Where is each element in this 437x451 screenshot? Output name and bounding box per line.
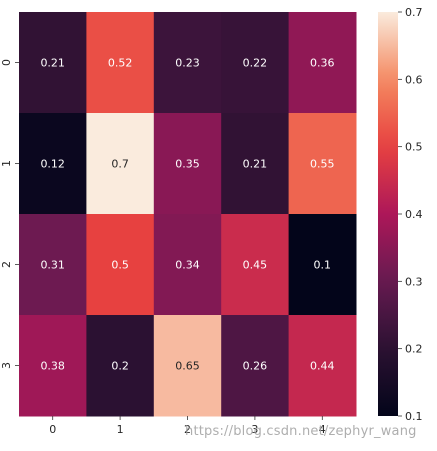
heatmap-cell (19, 315, 87, 417)
heatmap-cell (221, 113, 290, 215)
colorbar-tick-label: 0.6 (405, 73, 423, 86)
heatmap-cell (221, 315, 290, 417)
heatmap-cell (153, 113, 222, 215)
cell-value-labels: 0.21 0.52 0.23 0.22 0.36 0.12 0.7 0.35 0.21 0.55 0… (40, 57, 334, 373)
cell-value-label: 0.55 (310, 158, 335, 171)
x-tick-label: 0 (49, 423, 56, 436)
x-tick-label: 1 (117, 423, 124, 436)
x-tick-label: 2 (184, 423, 191, 436)
heatmap-cell (86, 12, 155, 114)
cell-value-label: 0.36 (310, 57, 335, 70)
heatmap-cell (19, 12, 87, 114)
y-axis: 0 1 2 3 (0, 59, 19, 369)
y-tick-label: 2 (0, 261, 13, 268)
heatmap-cell (221, 12, 290, 114)
colorbar-gradient (378, 12, 398, 416)
x-axis: 0 1 2 3 4 (49, 416, 326, 436)
heatmap-cell (288, 214, 357, 316)
cell-value-label: 0.35 (175, 158, 200, 171)
cell-value-label: 0.34 (175, 259, 200, 272)
cell-value-label: 0.44 (310, 360, 335, 373)
cell-value-label: 0.7 (111, 158, 129, 171)
heatmap-cell (19, 214, 87, 316)
cell-value-label: 0.12 (40, 158, 65, 171)
cell-value-label: 0.45 (243, 259, 268, 272)
y-tick-label: 0 (0, 59, 13, 66)
cell-value-label: 0.21 (243, 158, 268, 171)
cell-value-label: 0.23 (175, 57, 200, 70)
heatmap-cell (288, 315, 357, 417)
heatmap-cell (19, 113, 87, 215)
cell-value-label: 0.31 (40, 259, 65, 272)
heatmap-cell (288, 113, 357, 215)
heatmap-cell (153, 12, 222, 114)
cell-value-label: 0.38 (40, 360, 65, 373)
colorbar-tick-label: 0.3 (405, 275, 423, 288)
colorbar-tick-label: 0.5 (405, 141, 423, 154)
heatmap-cell (153, 315, 222, 417)
colorbar: 0.1 0.2 0.3 0.4 0.5 0.6 0.7 (378, 6, 423, 423)
heatmap-cells (19, 12, 357, 417)
y-tick-label: 1 (0, 160, 13, 167)
cell-value-label: 0.26 (243, 360, 268, 373)
cell-value-label: 0.2 (111, 360, 129, 373)
colorbar-tick-label: 0.1 (405, 410, 423, 423)
heatmap-cell (153, 214, 222, 316)
cell-value-label: 0.65 (175, 360, 200, 373)
heatmap-cell (288, 12, 357, 114)
cell-value-label: 0.22 (243, 57, 268, 70)
heatmap-cell (86, 315, 155, 417)
watermark-text: https://blog.csdn.net/zephyr_wang (185, 424, 417, 439)
heatmap-cell (86, 214, 155, 316)
y-tick-label: 3 (0, 362, 13, 369)
colorbar-tick-label: 0.7 (405, 6, 423, 19)
x-tick-label: 3 (251, 423, 258, 436)
cell-value-label: 0.1 (314, 259, 332, 272)
cell-value-label: 0.52 (108, 57, 133, 70)
x-tick-label: 4 (319, 423, 326, 436)
heatmap-cell (86, 113, 155, 215)
cell-value-label: 0.5 (111, 259, 129, 272)
colorbar-tick-label: 0.2 (405, 343, 423, 356)
heatmap-cell (221, 214, 290, 316)
cell-value-label: 0.21 (40, 57, 65, 70)
colorbar-tick-label: 0.4 (405, 208, 423, 221)
